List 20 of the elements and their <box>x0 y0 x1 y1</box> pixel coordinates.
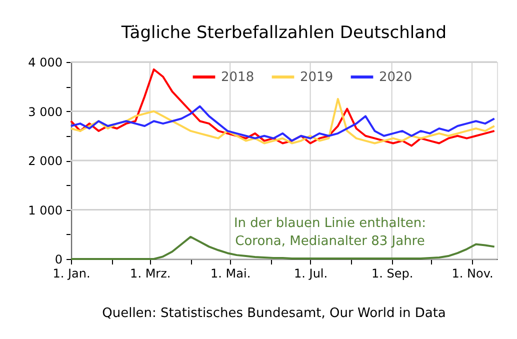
x-tick-label: 1. Jan. <box>52 266 90 280</box>
y-tick-label: 3 000 <box>28 104 62 119</box>
line-series <box>70 68 496 147</box>
x-tick-label: 1. Mai. <box>210 266 251 280</box>
legend-label: 2020 <box>379 70 412 85</box>
legend-label: 2018 <box>221 70 254 85</box>
source-note: Quellen: Statistisches Bundesamt, Our World in Data <box>102 306 446 321</box>
x-tick-label: 1. Sep. <box>371 266 414 280</box>
legend-label: 2019 <box>300 70 334 85</box>
annotation: In der blauen Linie enthalten: Corona, Medianalter 83 Jahre <box>234 216 426 249</box>
x-tick-label: 1. Jul. <box>294 266 328 280</box>
line-series <box>70 98 496 144</box>
chart-title: Tägliche Sterbefallzahlen Deutschland <box>120 23 447 43</box>
line-series <box>70 105 496 142</box>
x-tick-label: 1. Nov. <box>452 266 494 280</box>
y-tick-label: 0 <box>54 252 62 266</box>
y-tick-label: 4 000 <box>28 56 62 70</box>
x-tick-label: 1. Mrz. <box>130 266 171 280</box>
y-tick-label: 1 000 <box>28 203 62 218</box>
y-tick-label: 2 000 <box>28 154 62 168</box>
